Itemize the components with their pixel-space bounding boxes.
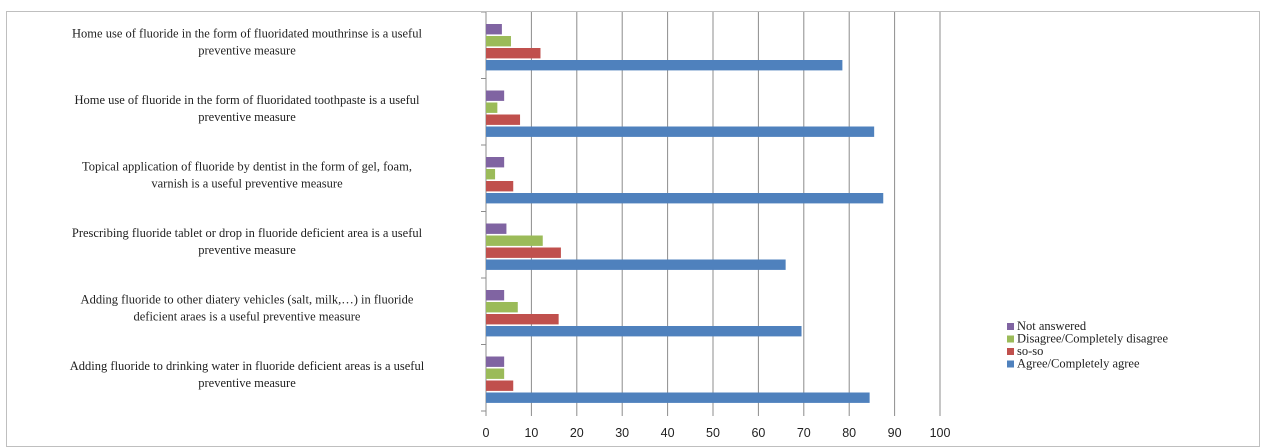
bar bbox=[486, 126, 875, 137]
category-label: Home use of fluoride in the form of fluo… bbox=[72, 26, 422, 40]
bar bbox=[486, 314, 559, 325]
bar bbox=[486, 259, 786, 270]
bar bbox=[486, 36, 511, 47]
x-tick-label: 0 bbox=[483, 426, 490, 440]
category-label: Topical application of fluoride by denti… bbox=[82, 159, 412, 173]
bar bbox=[486, 326, 802, 337]
bar bbox=[486, 114, 521, 125]
bar bbox=[486, 169, 496, 180]
category-label: Adding fluoride to drinking water in flu… bbox=[70, 359, 425, 373]
legend-entry: Agree/Completely agree bbox=[1017, 357, 1140, 371]
bar bbox=[486, 48, 541, 59]
legend-swatch bbox=[1007, 335, 1014, 343]
x-tick-label: 70 bbox=[797, 426, 811, 440]
bars bbox=[486, 24, 884, 403]
axes bbox=[481, 12, 941, 416]
legend-entry: Disagree/Completely disagree bbox=[1017, 332, 1168, 346]
category-label: preventive measure bbox=[198, 110, 296, 124]
legend-swatch bbox=[1007, 348, 1014, 355]
bar bbox=[486, 223, 507, 234]
bar bbox=[486, 157, 505, 168]
bar bbox=[486, 302, 518, 313]
bar bbox=[486, 24, 502, 35]
bar bbox=[486, 90, 505, 101]
legend-swatch bbox=[1007, 323, 1014, 330]
bar bbox=[486, 181, 514, 192]
bar bbox=[486, 235, 543, 246]
x-tick-label: 50 bbox=[706, 426, 720, 440]
chart-frame: Home use of fluoride in the form of fluo… bbox=[6, 11, 1260, 447]
bar bbox=[486, 60, 843, 71]
legend-entry: Not answered bbox=[1017, 319, 1087, 333]
category-labels: Home use of fluoride in the form of fluo… bbox=[70, 26, 425, 390]
x-tick-label: 80 bbox=[842, 426, 856, 440]
bar bbox=[486, 356, 505, 367]
category-label: preventive measure bbox=[198, 376, 296, 390]
category-label: Home use of fluoride in the form of fluo… bbox=[74, 93, 420, 107]
bar bbox=[486, 193, 884, 204]
chart-svg: Home use of fluoride in the form of fluo… bbox=[70, 12, 1168, 440]
category-label: Adding fluoride to other diatery vehicle… bbox=[81, 292, 414, 306]
x-tick-label: 10 bbox=[524, 426, 538, 440]
category-label: preventive measure bbox=[198, 43, 296, 57]
bar bbox=[486, 368, 505, 379]
bar bbox=[486, 380, 514, 391]
x-tick-label: 30 bbox=[615, 426, 629, 440]
bar bbox=[486, 247, 561, 258]
x-tick-label: 90 bbox=[888, 426, 902, 440]
x-tick-label: 20 bbox=[570, 426, 584, 440]
x-tick-label: 40 bbox=[661, 426, 675, 440]
x-tick-label: 60 bbox=[751, 426, 765, 440]
category-label: preventive measure bbox=[198, 243, 296, 257]
x-tick-labels: 0 10 20 30 40 50 60 70 80 90 100 bbox=[483, 426, 951, 440]
x-tick-label: 100 bbox=[930, 426, 951, 440]
bar bbox=[486, 290, 505, 301]
legend-swatch bbox=[1007, 360, 1014, 368]
legend-entry: so-so bbox=[1017, 344, 1043, 358]
bar bbox=[486, 102, 498, 113]
category-label: varnish is a useful preventive measure bbox=[151, 176, 343, 190]
gridlines bbox=[530, 12, 941, 411]
category-label: deficient araes is a useful preventive m… bbox=[134, 309, 361, 323]
bar bbox=[486, 392, 870, 403]
category-label: Prescribing fluoride tablet or drop in f… bbox=[72, 226, 423, 240]
